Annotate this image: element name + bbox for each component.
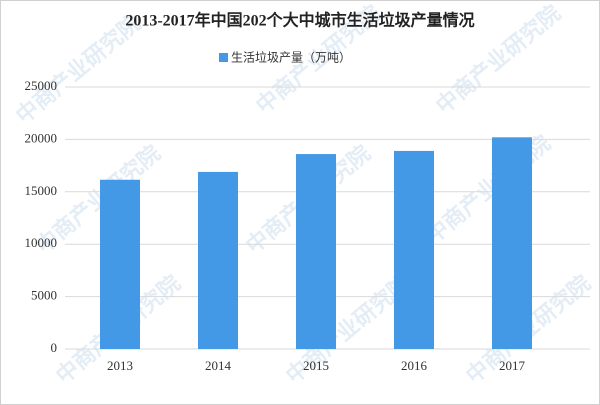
legend-label: 生活垃圾产量（万吨） xyxy=(231,50,351,65)
bar xyxy=(100,179,140,349)
chart-title: 2013-2017年中国202个大中城市生活垃圾产量情况 xyxy=(125,11,474,30)
bar xyxy=(394,150,434,349)
x-tick-label: 2016 xyxy=(401,358,428,373)
y-tick-label: 15000 xyxy=(25,183,58,198)
y-tick-label: 0 xyxy=(51,340,58,355)
y-tick-label: 20000 xyxy=(25,130,58,145)
legend-swatch xyxy=(219,53,228,62)
y-tick-label: 5000 xyxy=(31,288,57,303)
x-tick-label: 2013 xyxy=(107,358,133,373)
x-tick-label: 2014 xyxy=(205,358,232,373)
y-tick-label: 25000 xyxy=(25,78,58,93)
bar xyxy=(492,137,532,349)
x-tick-label: 2015 xyxy=(303,358,329,373)
x-tick-label: 2017 xyxy=(499,358,526,373)
bar xyxy=(198,171,238,349)
bar xyxy=(296,154,336,349)
y-tick-label: 10000 xyxy=(25,235,58,250)
